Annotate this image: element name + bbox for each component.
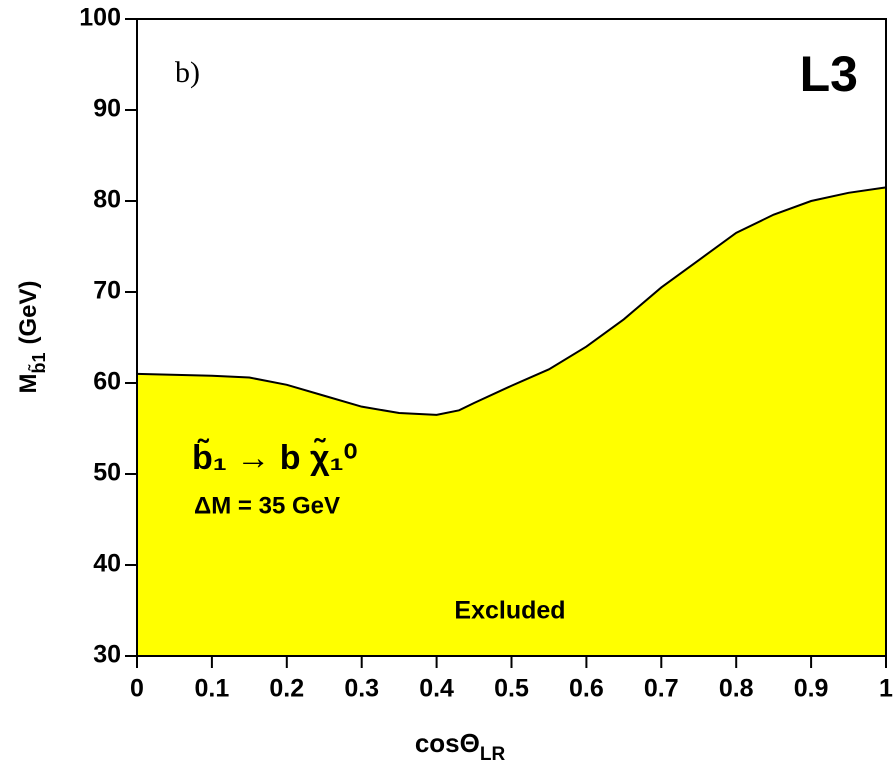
x-tick-label: 0 <box>130 675 144 703</box>
x-tick-label: 0.1 <box>195 675 230 703</box>
y-tick-label: 70 <box>93 277 121 305</box>
experiment-label: L3 <box>800 46 858 102</box>
x-tick-label: 0.2 <box>269 675 304 703</box>
limit-line <box>136 186 887 416</box>
y-tick-label: 80 <box>93 186 121 214</box>
excluded-area <box>137 187 886 656</box>
y-tick-label: 90 <box>93 95 121 123</box>
y-tick-label: 30 <box>93 641 121 669</box>
x-tick-label: 0.8 <box>719 675 754 703</box>
y-tick-label: 60 <box>93 368 121 396</box>
x-label-subscript: LR <box>480 744 506 765</box>
decay-label: b̃₁ → b χ̃₁⁰ <box>192 438 357 477</box>
x-label-text: cosΘ <box>415 728 480 758</box>
x-tick-label: 0.6 <box>569 675 604 703</box>
y-label-subscript: b̃1 <box>27 353 49 374</box>
y-tick-label: 100 <box>79 4 121 32</box>
y-tick-label: 50 <box>93 459 121 487</box>
x-tick-label: 0.7 <box>644 675 679 703</box>
panel-label: b) <box>175 56 200 89</box>
x-tick-label: 0.9 <box>794 675 829 703</box>
y-label-suffix: (GeV) <box>15 280 42 344</box>
y-tick-label: 40 <box>93 550 121 578</box>
x-axis-label: cosΘLR <box>415 728 506 765</box>
region-label: Excluded <box>454 597 565 625</box>
y-label-text: M <box>15 374 42 394</box>
plot-area: 30 40 50 60 70 80 90 100 0 0.1 0.2 0.3 0.4 0.5 0.6 0.7 0… <box>79 4 893 703</box>
x-tick-label: 1 <box>879 675 893 703</box>
x-tick-label: 0.5 <box>494 675 529 703</box>
x-tick-label: 0.4 <box>419 675 454 703</box>
y-axis-label: Mb̃1 (GeV) <box>15 280 48 393</box>
delta-m-label: ΔM = 35 GeV <box>194 492 340 519</box>
x-tick-label: 0.3 <box>344 675 379 703</box>
